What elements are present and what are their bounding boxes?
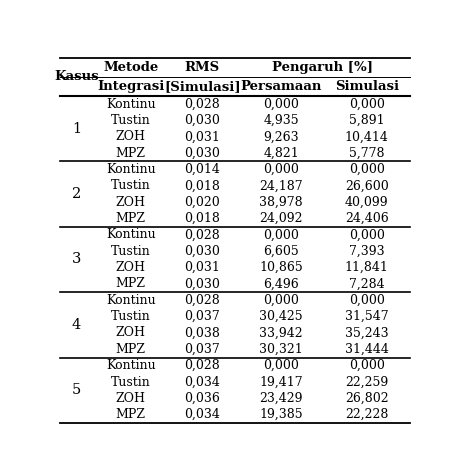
- Text: ZOH: ZOH: [116, 392, 145, 405]
- Text: 3: 3: [71, 252, 81, 267]
- Text: 0,000: 0,000: [348, 98, 384, 110]
- Text: 7,393: 7,393: [348, 245, 384, 258]
- Text: Integrasi: Integrasi: [97, 80, 164, 93]
- Text: Tustin: Tustin: [111, 376, 150, 388]
- Text: ZOH: ZOH: [116, 130, 145, 143]
- Text: 0,034: 0,034: [184, 376, 220, 388]
- Text: 0,000: 0,000: [263, 98, 298, 110]
- Text: 6,605: 6,605: [263, 245, 298, 258]
- Text: 26,802: 26,802: [344, 392, 388, 405]
- Text: Tustin: Tustin: [111, 114, 150, 127]
- Text: 30,321: 30,321: [259, 343, 302, 356]
- Text: Kontinu: Kontinu: [106, 98, 155, 110]
- Text: 19,385: 19,385: [259, 408, 302, 421]
- Text: 0,030: 0,030: [184, 114, 220, 127]
- Text: 33,942: 33,942: [259, 327, 302, 339]
- Text: 0,000: 0,000: [348, 359, 384, 372]
- Text: 2: 2: [72, 187, 81, 201]
- Text: 6,496: 6,496: [263, 278, 298, 290]
- Text: 5,891: 5,891: [348, 114, 384, 127]
- Text: MPZ: MPZ: [116, 343, 145, 356]
- Text: 4,935: 4,935: [263, 114, 298, 127]
- Text: ZOH: ZOH: [116, 327, 145, 339]
- Text: 0,031: 0,031: [184, 130, 220, 143]
- Text: Simulasi: Simulasi: [334, 80, 398, 93]
- Text: 24,406: 24,406: [344, 212, 388, 225]
- Text: 38,978: 38,978: [259, 196, 302, 208]
- Text: 22,228: 22,228: [344, 408, 388, 421]
- Text: 0,000: 0,000: [348, 163, 384, 176]
- Text: 0,000: 0,000: [263, 163, 298, 176]
- Text: 0,000: 0,000: [348, 294, 384, 307]
- Text: ZOH: ZOH: [116, 196, 145, 208]
- Text: 0,030: 0,030: [184, 278, 220, 290]
- Text: 31,444: 31,444: [344, 343, 388, 356]
- Text: 0,014: 0,014: [184, 163, 220, 176]
- Text: 0,037: 0,037: [184, 343, 220, 356]
- Text: 40,099: 40,099: [344, 196, 388, 208]
- Text: 0,028: 0,028: [184, 228, 220, 241]
- Text: 0,020: 0,020: [184, 196, 220, 208]
- Text: 23,429: 23,429: [259, 392, 302, 405]
- Text: 5: 5: [72, 383, 81, 397]
- Text: ZOH: ZOH: [116, 261, 145, 274]
- Text: 0,018: 0,018: [184, 179, 220, 192]
- Text: 10,414: 10,414: [344, 130, 388, 143]
- Text: 1: 1: [72, 122, 81, 136]
- Text: MPZ: MPZ: [116, 147, 145, 159]
- Text: 0,000: 0,000: [263, 294, 298, 307]
- Text: Kontinu: Kontinu: [106, 359, 155, 372]
- Text: 5,778: 5,778: [349, 147, 384, 159]
- Text: 31,547: 31,547: [344, 310, 388, 323]
- Text: 0,000: 0,000: [263, 359, 298, 372]
- Text: Metode: Metode: [103, 61, 158, 74]
- Text: Tustin: Tustin: [111, 245, 150, 258]
- Text: 30,425: 30,425: [259, 310, 302, 323]
- Text: Tustin: Tustin: [111, 179, 150, 192]
- Text: MPZ: MPZ: [116, 212, 145, 225]
- Text: 9,263: 9,263: [263, 130, 298, 143]
- Text: 0,031: 0,031: [184, 261, 220, 274]
- Text: 10,865: 10,865: [259, 261, 302, 274]
- Text: 0,037: 0,037: [184, 310, 220, 323]
- Text: 0,034: 0,034: [184, 408, 220, 421]
- Text: 4,821: 4,821: [263, 147, 298, 159]
- Text: 0,028: 0,028: [184, 294, 220, 307]
- Text: 0,036: 0,036: [184, 392, 220, 405]
- Text: 0,038: 0,038: [184, 327, 220, 339]
- Text: MPZ: MPZ: [116, 278, 145, 290]
- Text: 7,284: 7,284: [348, 278, 384, 290]
- Text: 0,018: 0,018: [184, 212, 220, 225]
- Text: 0,030: 0,030: [184, 245, 220, 258]
- Text: Kontinu: Kontinu: [106, 294, 155, 307]
- Text: [Simulasi]: [Simulasi]: [164, 80, 240, 93]
- Text: Kontinu: Kontinu: [106, 228, 155, 241]
- Text: 11,841: 11,841: [344, 261, 388, 274]
- Text: 0,028: 0,028: [184, 98, 220, 110]
- Text: 4: 4: [72, 318, 81, 332]
- Text: 24,187: 24,187: [259, 179, 302, 192]
- Text: 26,600: 26,600: [344, 179, 388, 192]
- Text: Kasus: Kasus: [54, 70, 99, 83]
- Text: Kontinu: Kontinu: [106, 163, 155, 176]
- Text: 0,028: 0,028: [184, 359, 220, 372]
- Text: 0,000: 0,000: [348, 228, 384, 241]
- Text: Pengaruh [%]: Pengaruh [%]: [271, 61, 372, 74]
- Text: Persamaan: Persamaan: [240, 80, 321, 93]
- Text: 22,259: 22,259: [344, 376, 388, 388]
- Text: 0,030: 0,030: [184, 147, 220, 159]
- Text: Tustin: Tustin: [111, 310, 150, 323]
- Text: MPZ: MPZ: [116, 408, 145, 421]
- Text: 19,417: 19,417: [259, 376, 302, 388]
- Text: RMS: RMS: [184, 61, 219, 74]
- Text: 35,243: 35,243: [344, 327, 388, 339]
- Text: 24,092: 24,092: [259, 212, 302, 225]
- Text: 0,000: 0,000: [263, 228, 298, 241]
